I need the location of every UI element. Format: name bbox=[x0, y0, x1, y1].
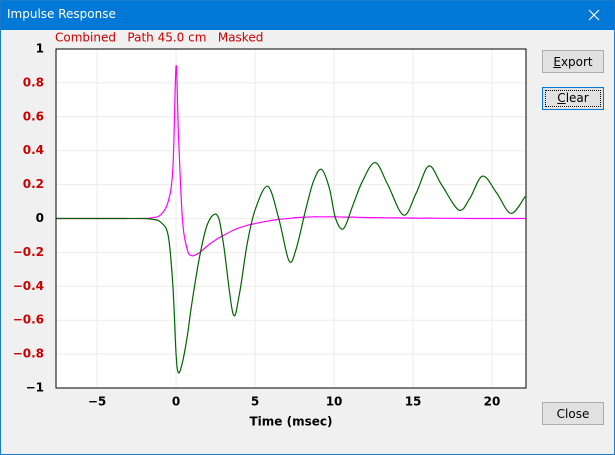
plot-frame bbox=[55, 48, 527, 389]
x-tick-label: 10 bbox=[326, 395, 343, 409]
x-axis-label: Time (msec) bbox=[250, 415, 333, 429]
close-icon[interactable] bbox=[574, 1, 614, 30]
close-button[interactable]: Close bbox=[542, 402, 604, 425]
x-tick-label: 20 bbox=[484, 395, 501, 409]
title-bar: Impulse Response bbox=[1, 1, 614, 30]
window-title: Impulse Response bbox=[7, 7, 116, 21]
y-tick-label: 1 bbox=[36, 42, 44, 56]
series-line bbox=[56, 65, 526, 257]
chart-subtitle: Combined Path 45.0 cm Masked bbox=[55, 31, 263, 45]
y-tick-label: −1 bbox=[26, 381, 44, 395]
y-tick-label: 0 bbox=[36, 211, 44, 225]
series-line bbox=[56, 161, 526, 374]
y-tick-label: −0.4 bbox=[13, 279, 44, 293]
y-tick-label: −0.8 bbox=[13, 347, 44, 361]
export-button[interactable]: Export bbox=[542, 50, 604, 73]
button-label: Close bbox=[556, 406, 590, 421]
button-label: Clear bbox=[545, 90, 601, 107]
y-tick-label: 0.8 bbox=[23, 75, 44, 89]
y-tick-label: −0.6 bbox=[13, 313, 44, 327]
chart: Combined Path 45.0 cm Masked Time (msec)… bbox=[13, 31, 527, 429]
y-tick-label: −0.2 bbox=[13, 245, 44, 259]
x-tick-label: 5 bbox=[251, 395, 259, 409]
clear-button[interactable]: Clear bbox=[542, 87, 604, 110]
y-tick-label: 0.4 bbox=[23, 143, 44, 157]
x-tick-label: −5 bbox=[88, 395, 106, 409]
x-tick-label: 0 bbox=[172, 395, 180, 409]
y-tick-label: 0.6 bbox=[23, 109, 44, 123]
button-label: Export bbox=[553, 54, 593, 69]
y-tick-label: 0.2 bbox=[23, 177, 44, 191]
x-tick-label: 15 bbox=[405, 395, 422, 409]
